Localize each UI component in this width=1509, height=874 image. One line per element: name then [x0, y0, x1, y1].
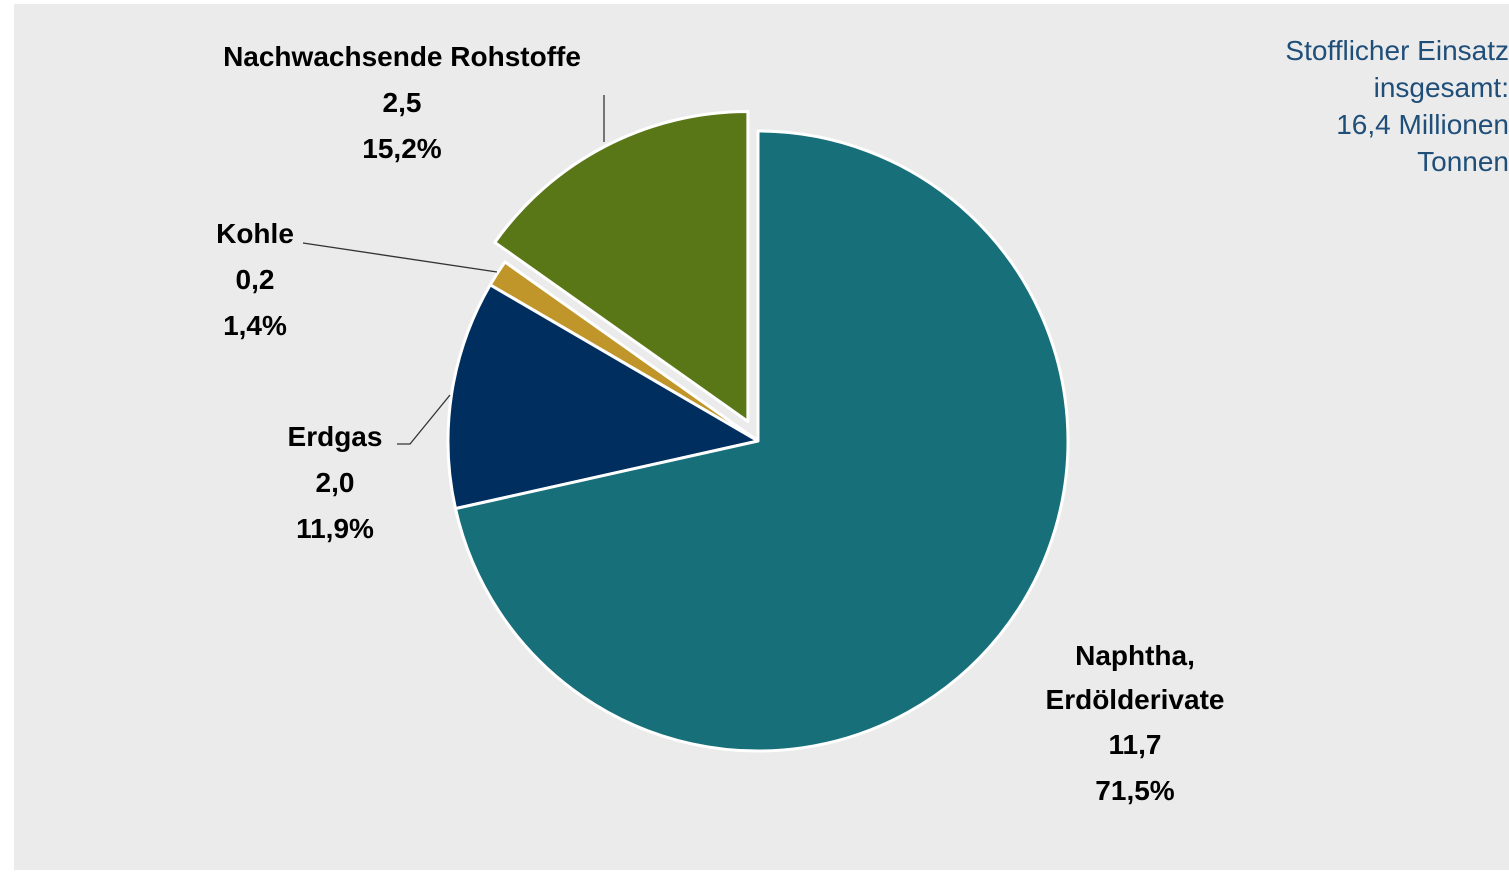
value-label: 0,2 — [235, 264, 275, 295]
slice-label: Naphtha, Erdölderivate 11,7 71,5% — [1010, 634, 1260, 814]
leader-line — [397, 394, 451, 445]
value-label: 2,0 — [315, 467, 355, 498]
leader-line — [302, 242, 498, 273]
annotation-line: Tonnen — [1417, 146, 1509, 177]
category-label: Nachwachsende Rohstoffe — [223, 41, 581, 72]
percentage-label: 1,4% — [223, 310, 287, 341]
slice-label: Erdgas 2,0 11,9% — [288, 414, 383, 552]
annotation-line: Stofflicher Einsatz — [1285, 35, 1509, 66]
slice-label: Nachwachsende Rohstoffe 2,5 15,2% — [223, 34, 581, 172]
pie-slice — [493, 109, 750, 423]
category-label: Kohle — [216, 218, 294, 249]
percentage-label: 71,5% — [1095, 775, 1175, 806]
annotation-line: 16,4 Millionen — [1336, 109, 1509, 140]
percentage-label: 15,2% — [362, 133, 442, 164]
annotation: Stofflicher Einsatz insgesamt: 16,4 Millio… — [1285, 32, 1509, 180]
value-label: 11,7 — [1108, 729, 1162, 760]
pie-slice — [453, 129, 1070, 753]
category-label: Erdgas — [287, 421, 383, 452]
category-label: Naphtha, Erdölderivate — [1045, 640, 1225, 715]
pie-slice — [446, 283, 760, 511]
percentage-label: 11,9% — [296, 513, 374, 544]
slice-label: Kohle 0,2 1,4% — [216, 211, 294, 349]
value-label: 2,5 — [382, 87, 422, 118]
annotation-line: insgesamt: — [1373, 72, 1509, 103]
